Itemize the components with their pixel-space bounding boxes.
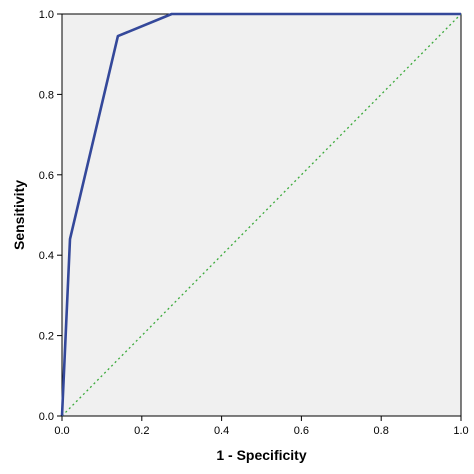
series-layer — [60, 12, 462, 417]
y-tick-label: 0.4 — [39, 250, 54, 262]
axis-layer: 0.0 0.2 0.4 0.6 0.8 1.0 0.0 0.2 0.4 0.6 0.8 1.0 — [39, 9, 469, 437]
y-tick-label: 0.8 — [39, 89, 54, 101]
x-tick-label: 0.2 — [134, 425, 149, 437]
y-axis-title: Sensitivity — [11, 180, 27, 250]
x-tick-label: 0.6 — [294, 425, 309, 437]
x-tick-label: 0.8 — [374, 425, 389, 437]
reference-diagonal-line — [61, 13, 462, 417]
y-tick-label: 0.0 — [39, 411, 54, 423]
x-axis-title: 1 - Specificity — [216, 447, 306, 463]
x-tick-label: 1.0 — [453, 425, 468, 437]
y-tick-label: 0.6 — [39, 170, 54, 182]
y-tick-label: 1.0 — [39, 9, 54, 21]
x-tick-label: 0.4 — [214, 425, 229, 437]
y-tick-label: 0.2 — [39, 331, 54, 343]
x-tick-label: 0.0 — [54, 425, 69, 437]
reference-line-layer — [61, 13, 462, 417]
